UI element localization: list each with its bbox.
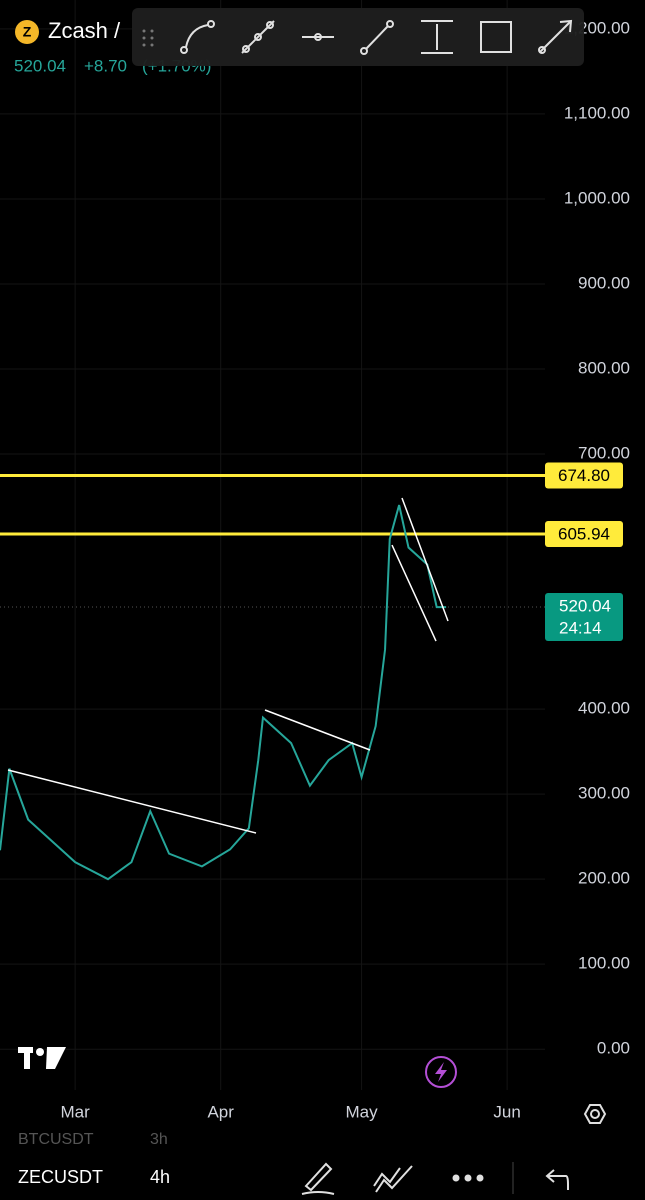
y-tick-label: 900.00 bbox=[578, 273, 630, 292]
settings-button[interactable] bbox=[583, 1104, 607, 1124]
more-button[interactable] bbox=[452, 1174, 484, 1182]
drawings bbox=[7, 497, 449, 834]
draw-button[interactable] bbox=[301, 1162, 335, 1195]
trend-line bbox=[7, 769, 257, 834]
y-tick-label: 100.00 bbox=[578, 954, 630, 973]
ray-tool[interactable] bbox=[241, 20, 275, 54]
tv-logo bbox=[18, 1047, 66, 1069]
symbol[interactable]: Zcash / bbox=[48, 18, 121, 43]
chart: 0.00 100.00 200.00 300.00 400.00 700.00 800.00… bbox=[0, 0, 630, 1121]
change: +8.70 bbox=[84, 56, 127, 75]
y-tick-label: 300.00 bbox=[578, 784, 630, 803]
y-tick-label: 1,100.00 bbox=[564, 103, 630, 122]
price: 520.04 bbox=[14, 56, 66, 75]
coin-glyph: Z bbox=[23, 24, 32, 40]
prev-symbol: BTCUSDT bbox=[18, 1131, 94, 1148]
y-tick-label: 200.00 bbox=[578, 869, 630, 888]
coin-icon bbox=[15, 20, 39, 44]
hline-tool[interactable] bbox=[302, 33, 334, 41]
price-label: 605.94 bbox=[558, 524, 610, 543]
x-tick-label: Apr bbox=[207, 1102, 234, 1121]
drag-handle[interactable] bbox=[142, 29, 154, 47]
price-label: 674.80 bbox=[558, 466, 610, 485]
trend-line bbox=[391, 544, 437, 642]
y-tick-label: 400.00 bbox=[578, 699, 630, 718]
y-tick-label: 1,000.00 bbox=[564, 188, 630, 207]
price-label-box bbox=[545, 520, 623, 547]
last-price-label: 520.04 bbox=[559, 597, 611, 616]
rect-tool[interactable] bbox=[480, 21, 512, 53]
prev-interval: 3h bbox=[150, 1131, 168, 1148]
arrow-tool[interactable] bbox=[538, 19, 573, 54]
drawing-toolbar bbox=[132, 8, 584, 66]
y-tick-label: 700.00 bbox=[578, 444, 630, 463]
toolbar-bg bbox=[132, 8, 584, 66]
indicators-button[interactable] bbox=[373, 1165, 413, 1193]
lightning-button[interactable] bbox=[425, 1056, 457, 1088]
undo-button[interactable] bbox=[545, 1169, 569, 1190]
price-line bbox=[0, 504, 447, 881]
range-tool[interactable] bbox=[421, 20, 453, 54]
x-tick-label: Jun bbox=[493, 1102, 520, 1121]
x-tick-label: Mar bbox=[60, 1102, 90, 1121]
trend-line bbox=[401, 497, 449, 622]
y-tick-label: 0.00 bbox=[597, 1039, 630, 1058]
interval-button[interactable]: 4h bbox=[150, 1167, 170, 1187]
trend-line bbox=[264, 709, 371, 751]
trend-tool[interactable] bbox=[360, 20, 394, 55]
y-tick-label: 800.00 bbox=[578, 358, 630, 377]
last-price-box bbox=[545, 593, 623, 642]
countdown: 24:14 bbox=[559, 619, 602, 638]
curve-tool[interactable] bbox=[180, 20, 215, 54]
symbol-button[interactable]: ZECUSDT bbox=[18, 1167, 103, 1187]
price-label-box bbox=[545, 462, 623, 489]
x-tick-label: May bbox=[346, 1102, 379, 1121]
